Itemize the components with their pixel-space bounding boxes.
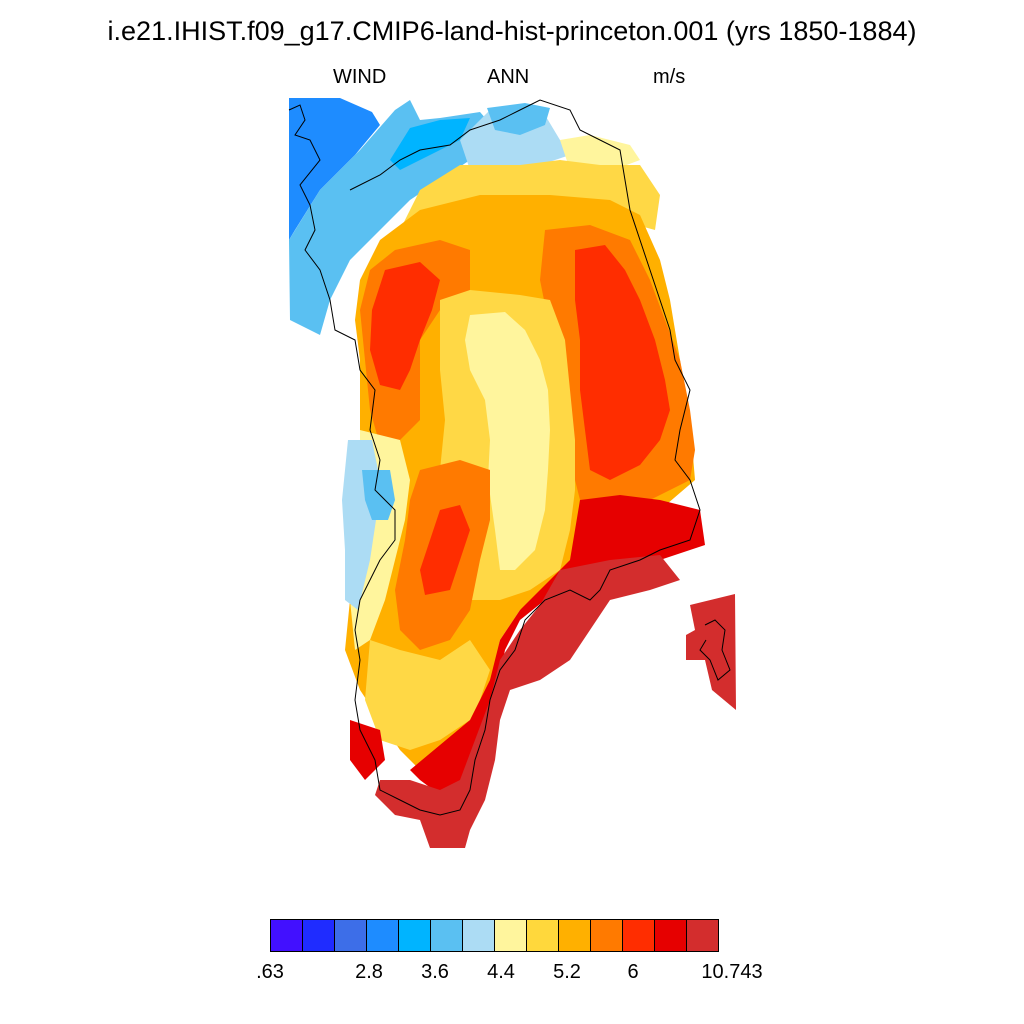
colorbar-label: 5.2 [553,961,581,983]
variable-label: WIND [333,66,387,88]
map-region-yellow-south [365,640,490,750]
map-region-lightblue-northwest [289,100,500,335]
colorbar-swatch [494,919,527,952]
colorbar-label: .63 [256,961,284,983]
map-region-pale-yellow-central [465,312,550,570]
map-region-red-orange-west [370,262,440,390]
colorbar-swatch [398,919,431,952]
colorbar-label: 10.743 [701,961,763,983]
map-region-red-orange-east [575,245,670,480]
colorbar-swatch [366,919,399,952]
colorbar-swatch [622,919,655,952]
colorbar-swatch [302,919,335,952]
colorbar-swatch [526,919,559,952]
colorbar [270,919,719,952]
colorbar-swatch [654,919,687,952]
colorbar-label: 4.4 [487,961,515,983]
map-region-blue-west-coast [362,470,395,520]
map-region-blue-northwest [289,98,380,240]
colorbar-swatch [430,919,463,952]
colorbar-swatch [334,919,367,952]
colorbar-swatch [686,919,719,952]
colorbar-label: 3.6 [421,961,449,983]
colorbar-swatch [270,919,303,952]
colorbar-swatch [462,919,495,952]
colorbar-label: 2.8 [355,961,383,983]
island-coastline [699,619,731,681]
colorbar-label: 6 [627,961,639,983]
period-label: ANN [487,66,530,88]
coastline [288,99,701,816]
colorbar-swatch [558,919,591,952]
colorbar-swatch [590,919,623,952]
map-region-blue-north-patch [487,103,550,135]
map-region-dark-red-southeast [375,555,680,848]
map-region-red-orange-south-central [420,505,470,595]
map-region-dark-red-island [686,594,736,710]
units-label: m/s [653,66,686,88]
plot-title: i.e21.IHIST.f09_g17.CMIP6-land-hist-prin… [107,16,917,46]
map-region-sky-north [390,118,470,170]
